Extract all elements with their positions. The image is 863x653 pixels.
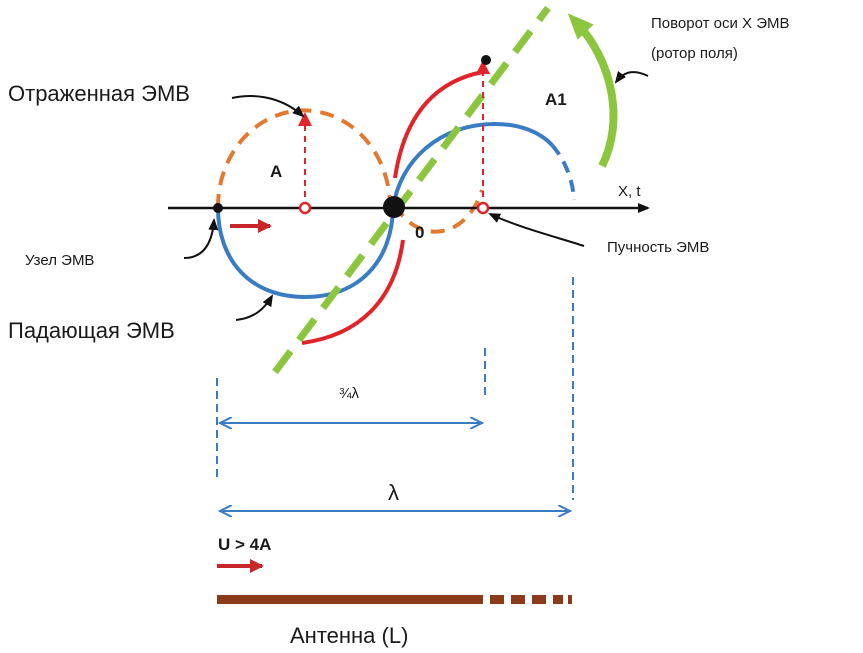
- antenna-bar-dash-1: [490, 595, 504, 604]
- rotation-title-label: Поворот оси X ЭМВ: [651, 15, 790, 32]
- incident-wave-label: Падающая ЭМВ: [8, 318, 175, 343]
- lambda-label: λ: [388, 480, 399, 505]
- incident-wave-upper: [391, 121, 554, 209]
- pointer-node: [183, 218, 219, 259]
- amplitude-a1-top-point: [481, 55, 491, 65]
- velocity-label: U > 4A: [218, 535, 271, 554]
- origin-label: 0: [415, 223, 424, 242]
- incident-wave-upper-dashed: [550, 143, 576, 201]
- rotated-wave-upper: [393, 70, 484, 179]
- antenna-bar-solid: [217, 595, 483, 604]
- amplitude-a-arrowhead: [298, 112, 312, 126]
- amplitude-a1-arrowhead: [476, 60, 490, 74]
- pointer-incident: [235, 294, 274, 321]
- antenna-bar-dash-3: [532, 595, 546, 604]
- amplitude-a-base-point: [298, 201, 312, 215]
- antenna-bar-dash-4: [553, 595, 563, 604]
- incident-wave-lower: [216, 207, 395, 300]
- antinode-point: [476, 201, 490, 215]
- three-quarter-lambda-label: ¾λ: [339, 385, 360, 402]
- amplitude-a1-label: A1: [545, 90, 567, 109]
- pointer-antinode: [488, 213, 585, 247]
- rotation-arrow: [567, 13, 618, 168]
- reflected-wave-arc-right: [393, 189, 484, 234]
- axis-label: X, t: [618, 183, 641, 200]
- rotated-wave-lower: [301, 239, 405, 345]
- origin-point: [383, 196, 405, 218]
- antinode-label: Пучность ЭМВ: [607, 239, 709, 256]
- rotated-axis-line: [272, 5, 551, 375]
- antenna-bar-dash-2: [511, 595, 525, 604]
- node-point: [213, 203, 223, 213]
- pointer-rotation: [614, 71, 649, 84]
- reflected-wave-label: Отраженная ЭМВ: [8, 81, 190, 106]
- antenna-label: Антенна (L): [290, 623, 408, 648]
- antenna-bar-dash-5: [568, 595, 572, 604]
- node-label: Узел ЭМВ: [25, 252, 94, 269]
- pointer-reflected: [231, 95, 305, 118]
- rotation-subtitle-label: (ротор поля): [651, 45, 738, 62]
- amplitude-a-label: A: [270, 162, 282, 181]
